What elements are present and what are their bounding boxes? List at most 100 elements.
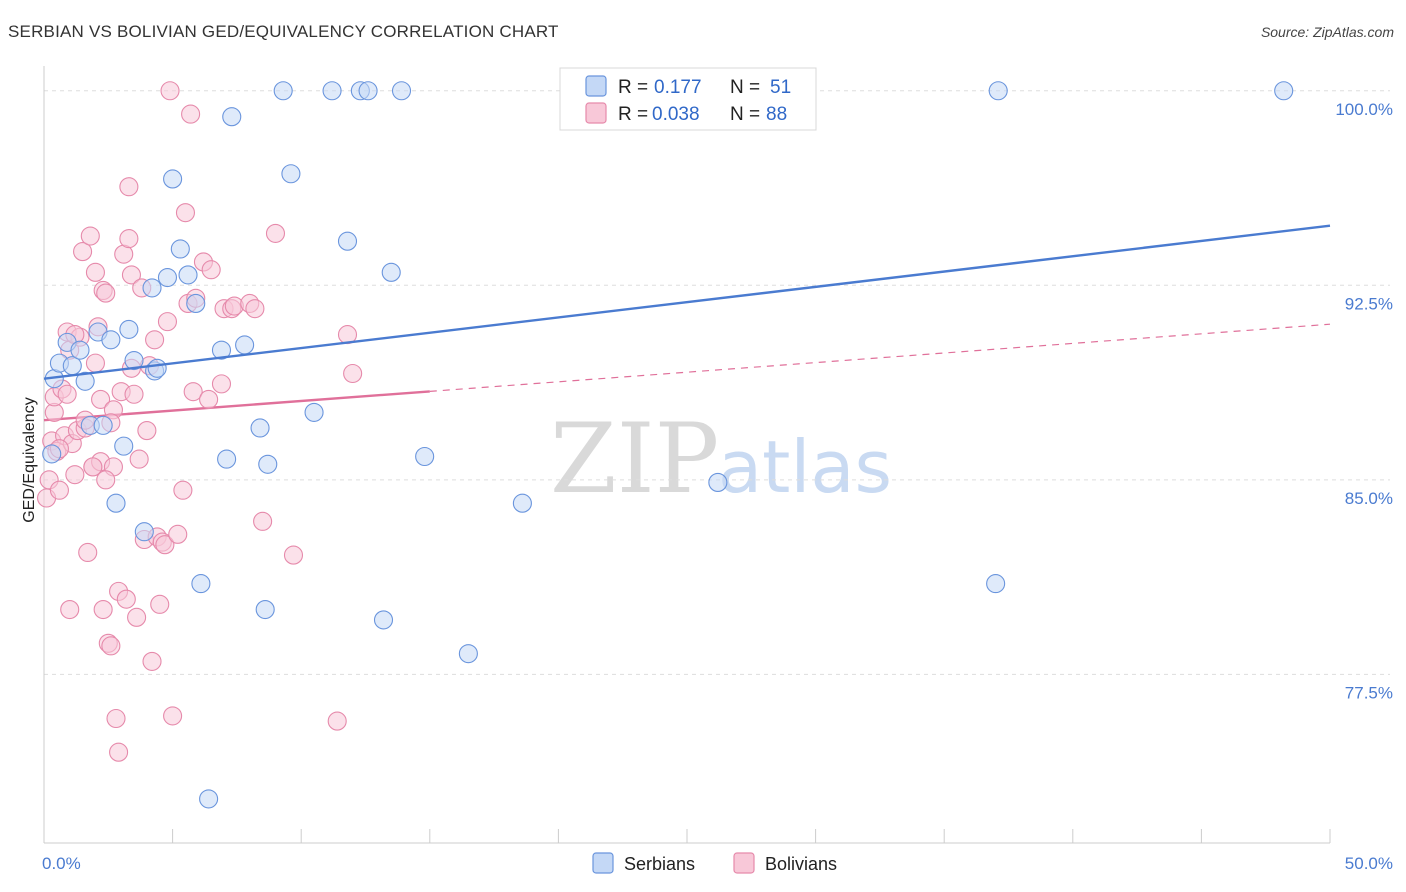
serbians-point-14: [124, 350, 144, 371]
legend-n-value-serbians: 51: [770, 77, 791, 98]
bolivians-point-28: [101, 636, 121, 656]
serbians-point-48: [986, 574, 1006, 594]
serbians-point-31: [255, 599, 275, 620]
bolivians-point-12: [65, 465, 85, 485]
serbians-point-34: [281, 164, 301, 184]
serbians-point-49: [988, 81, 1008, 101]
serbians-point-33: [273, 81, 293, 101]
bolivians-point-42: [129, 449, 149, 469]
legend-r-value-bolivians: 0.038: [652, 104, 700, 125]
legend-n-label-bolivians: N =: [730, 104, 760, 125]
serbians-point-20: [163, 169, 183, 189]
legend-r-label-serbians: R =: [618, 77, 648, 98]
bolivians-point-57: [173, 480, 193, 500]
legend-n-label-serbians: N =: [730, 77, 760, 98]
serbians-point-21: [170, 239, 190, 259]
serbians-point-29: [235, 335, 255, 355]
serbians-point-42: [391, 81, 412, 101]
bolivians-point-72: [253, 511, 273, 531]
bolivians-point-58: [175, 203, 196, 223]
x-tick-labels: 0.0% 50.0%: [42, 854, 1393, 873]
trendline-serbians: [43, 224, 1331, 380]
bolivians-point-54: [160, 81, 180, 101]
series-legend: Serbians Bolivians: [592, 852, 837, 874]
bolivians-point-52: [155, 535, 175, 555]
bolivians-point-77: [343, 363, 363, 384]
serbians-point-11: [106, 493, 126, 513]
bolivians-point-33: [109, 742, 129, 762]
bolivians-point-60: [181, 104, 201, 124]
serbians-point-36: [322, 81, 342, 101]
bolivians-point-23: [91, 389, 111, 409]
y-tick-label-1: 85.0%: [1345, 489, 1393, 508]
serbians-point-23: [186, 293, 206, 314]
serbians-point-28: [222, 107, 242, 127]
bottom-legend-label-bolivians: Bolivians: [765, 854, 837, 874]
serbians-point-15: [134, 522, 154, 542]
serbians-point-19: [157, 267, 178, 288]
serbians-point-43: [415, 446, 435, 467]
bottom-legend-swatch-serbians: [592, 852, 614, 874]
serbians-point-41: [381, 262, 401, 282]
serbians-point-12: [114, 436, 134, 456]
y-tick-label-2: 92.5%: [1345, 294, 1393, 313]
bolivians-point-61: [183, 382, 203, 402]
watermark-atlas: atlas: [718, 425, 892, 509]
bolivians-point-50: [150, 594, 170, 614]
serbians-point-13: [119, 319, 139, 339]
bolivians-point-18: [80, 226, 100, 246]
legend-n-value-bolivians: 88: [766, 104, 787, 125]
serbians-point-10: [101, 330, 121, 350]
bolivians-point-37: [119, 229, 139, 249]
serbians-point-16: [142, 278, 162, 298]
bolivians-point-48: [145, 330, 165, 350]
bolivians-point-20: [85, 262, 105, 282]
serbians-point-44: [458, 644, 478, 664]
bolivians-point-45: [137, 421, 157, 441]
stats-legend: R = 0.177 N = 51 R = 0.038 N = 88: [559, 67, 817, 131]
bolivians-point-31: [106, 708, 126, 729]
serbians-point-24: [191, 574, 211, 594]
serbians-point-27: [217, 449, 237, 469]
bolivians-point-53: [157, 312, 178, 332]
bolivians-point-74: [283, 545, 304, 565]
serbians-point-0: [42, 444, 62, 464]
x-tick-label-0: 0.0%: [42, 854, 81, 873]
bottom-legend-swatch-bolivians: [733, 852, 755, 874]
serbians-point-37: [337, 231, 358, 251]
bolivians-point-87: [60, 599, 80, 620]
bolivians-point-47: [142, 651, 162, 671]
bolivians-point-38: [119, 177, 139, 197]
bolivians-point-71: [245, 299, 265, 319]
legend-r-value-serbians: 0.177: [654, 77, 702, 98]
serbians-point-40: [373, 610, 394, 630]
bolivians-point-82: [85, 353, 105, 373]
bolivians-point-84: [57, 384, 77, 404]
y-tick-label-3: 100.0%: [1335, 100, 1393, 119]
bolivians-point-85: [83, 457, 103, 477]
bolivians-point-39: [121, 265, 141, 285]
serbians-point-25: [199, 789, 219, 809]
serbians-point-26: [211, 340, 232, 360]
gridlines: [44, 90, 1390, 675]
bolivians-point-6: [49, 480, 69, 500]
bolivians-point-41: [127, 607, 147, 627]
serbians-trend-solid: [43, 224, 1331, 380]
legend-swatch-bolivians: [585, 102, 607, 124]
bolivians-point-65: [201, 260, 221, 280]
serbians-point-6: [75, 371, 95, 391]
bolivians-point-56: [168, 524, 188, 544]
serbians-point-18: [147, 358, 167, 378]
legend-swatch-serbians: [585, 75, 607, 97]
serbians-point-47: [708, 472, 728, 492]
serbians-point-30: [250, 418, 270, 438]
serbians-point-9: [93, 415, 113, 435]
serbians-point-32: [258, 454, 278, 474]
bolivians-point-55: [163, 706, 183, 726]
points-serbians: [42, 81, 1294, 809]
legend-r-label-bolivians: R =: [618, 104, 648, 125]
chart-title: SERBIAN VS BOLIVIAN GED/EQUIVALENCY CORR…: [8, 22, 559, 41]
chart-source: Source: ZipAtlas.com: [1260, 24, 1394, 40]
y-tick-label-0: 77.5%: [1345, 683, 1393, 702]
bolivians-point-64: [199, 389, 219, 409]
